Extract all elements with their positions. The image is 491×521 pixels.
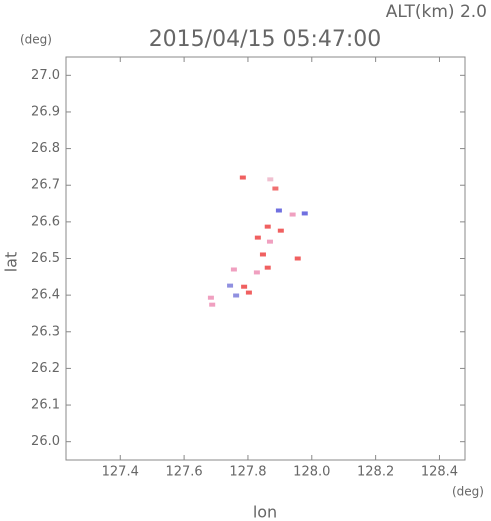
y-unit: (deg) [20, 33, 52, 47]
echo-point [253, 270, 260, 275]
x-unit: (deg) [452, 485, 484, 499]
echo-point [209, 302, 216, 307]
altitude: ALT(km) 2.0 [386, 2, 487, 22]
y-tick-label: 26.3 [31, 324, 60, 339]
chart-title: 2015/04/15 05:47:00 [149, 27, 382, 52]
y-tick-label: 26.5 [31, 251, 60, 266]
echo-point [275, 208, 282, 213]
x-tick-label: 128.2 [357, 465, 394, 480]
echo-point [254, 235, 261, 240]
y-tick-label: 26.7 [31, 178, 60, 193]
echo-point [233, 293, 240, 298]
x-tick-label: 127.6 [165, 465, 202, 480]
echo-point [241, 284, 248, 289]
y-tick-label: 26.6 [31, 214, 60, 229]
y-tick-label: 26.4 [31, 288, 60, 303]
echo-point [230, 267, 237, 272]
echo-point [264, 265, 271, 270]
echo-point [239, 175, 246, 180]
plot-frame [65, 56, 466, 461]
y-tick-label: 26.9 [31, 104, 60, 119]
echo-point [227, 283, 234, 288]
x-tick-label: 128.0 [293, 465, 330, 480]
y-tick-label: 26.0 [31, 434, 60, 449]
y-tick-label: 27.0 [31, 68, 60, 83]
echo-point [266, 239, 273, 244]
echo-point [272, 186, 279, 191]
x-tick-label: 127.8 [229, 465, 266, 480]
y-tick-label: 26.2 [31, 361, 60, 376]
y-tick-label: 26.8 [31, 141, 60, 156]
echo-point [301, 211, 308, 216]
echo-point [289, 212, 296, 217]
echo-point [245, 290, 252, 295]
y-axis-label: lat [2, 252, 21, 273]
x-axis-label: lon [253, 503, 277, 521]
echo-point [264, 224, 271, 229]
x-tick-label: 127.4 [102, 465, 139, 480]
echo-point [259, 252, 266, 257]
x-tick-label: 128.4 [421, 465, 458, 480]
echo-point [267, 177, 274, 182]
echo-point [294, 256, 301, 261]
echo-point [277, 228, 284, 233]
y-tick-label: 26.1 [31, 398, 60, 413]
echo-point [207, 295, 214, 300]
